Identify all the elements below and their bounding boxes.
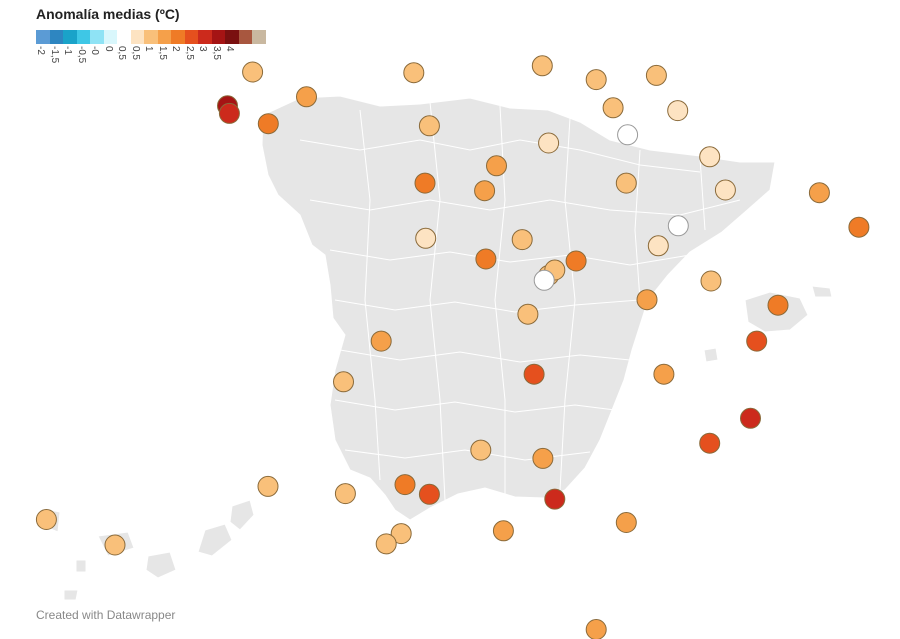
station-marker[interactable] — [486, 155, 507, 177]
station-marker[interactable] — [403, 62, 425, 84]
station-marker[interactable] — [667, 215, 689, 237]
station-marker[interactable] — [418, 115, 440, 137]
station-marker[interactable] — [257, 113, 279, 135]
station-marker[interactable] — [533, 269, 555, 291]
station-marker[interactable] — [808, 182, 830, 204]
station-marker[interactable] — [523, 363, 545, 385]
legend-swatch — [144, 30, 158, 44]
legend-swatch — [130, 30, 144, 44]
menorca-island — [811, 285, 833, 298]
la-gomera-island — [75, 559, 87, 573]
station-marker[interactable] — [414, 172, 436, 194]
station-marker[interactable] — [848, 216, 870, 238]
station-marker[interactable] — [667, 100, 689, 122]
station-marker[interactable] — [699, 432, 721, 454]
land-regions — [47, 95, 833, 601]
station-marker[interactable] — [242, 61, 264, 83]
station-marker[interactable] — [647, 235, 669, 257]
legend-swatch — [184, 30, 198, 44]
station-marker[interactable] — [746, 330, 768, 352]
station-marker[interactable] — [740, 407, 761, 429]
station-marker[interactable] — [492, 520, 514, 542]
legend-swatch — [252, 30, 266, 44]
legend-swatch — [238, 30, 252, 44]
station-marker[interactable] — [714, 179, 736, 201]
station-marker[interactable] — [375, 533, 397, 555]
legend-title: Anomalía medias (ºC) — [36, 6, 180, 22]
station-marker[interactable] — [615, 512, 637, 533]
legend-swatch — [211, 30, 225, 44]
legend-swatch — [36, 30, 50, 44]
station-marker[interactable] — [544, 488, 566, 510]
fuerteventura-island — [197, 523, 233, 557]
station-marker[interactable] — [617, 124, 639, 146]
legend-color-bar — [36, 30, 266, 44]
station-marker[interactable] — [35, 509, 57, 530]
iberian-peninsula-land — [261, 95, 776, 521]
station-marker[interactable] — [645, 64, 667, 86]
legend-swatch — [103, 30, 117, 44]
station-marker[interactable] — [475, 248, 497, 270]
station-marker[interactable] — [653, 363, 675, 385]
station-marker[interactable] — [585, 69, 607, 91]
station-marker[interactable] — [104, 534, 126, 556]
legend-swatch — [225, 30, 239, 44]
station-marker[interactable] — [532, 447, 554, 469]
station-marker[interactable] — [257, 475, 279, 497]
station-marker[interactable] — [333, 371, 354, 393]
station-marker[interactable] — [565, 250, 587, 272]
legend-swatch — [171, 30, 185, 44]
station-marker[interactable] — [517, 303, 539, 325]
station-marker[interactable] — [615, 172, 637, 194]
station-marker[interactable] — [394, 474, 416, 496]
station-marker[interactable] — [370, 330, 392, 352]
legend-swatch — [117, 30, 131, 44]
station-marker[interactable] — [218, 102, 240, 124]
station-marker[interactable] — [538, 132, 560, 154]
legend-swatch — [90, 30, 104, 44]
station-marker[interactable] — [418, 483, 440, 505]
datawrapper-credit: Created with Datawrapper — [36, 608, 176, 622]
station-marker[interactable] — [511, 229, 533, 251]
legend-swatch — [76, 30, 90, 44]
station-marker[interactable] — [585, 619, 607, 639]
station-marker[interactable] — [767, 294, 789, 316]
station-marker[interactable] — [474, 180, 496, 202]
ibiza-island — [703, 347, 719, 363]
station-marker[interactable] — [531, 55, 553, 77]
station-marker[interactable] — [636, 289, 658, 311]
station-marker[interactable] — [700, 270, 722, 292]
station-marker[interactable] — [470, 439, 492, 461]
legend-swatch — [198, 30, 212, 44]
gran-canaria-island — [145, 551, 177, 579]
station-marker[interactable] — [699, 146, 721, 168]
station-marker[interactable] — [390, 523, 412, 545]
lanzarote-island — [229, 499, 255, 531]
el-hierro-island — [63, 589, 79, 601]
station-marker[interactable] — [334, 483, 356, 505]
legend-swatch — [157, 30, 171, 44]
legend-swatch — [63, 30, 77, 44]
legend-swatch — [49, 30, 63, 44]
station-marker[interactable] — [602, 97, 624, 119]
station-marker[interactable] — [415, 227, 437, 249]
station-markers — [35, 55, 870, 639]
station-marker[interactable] — [296, 86, 317, 108]
